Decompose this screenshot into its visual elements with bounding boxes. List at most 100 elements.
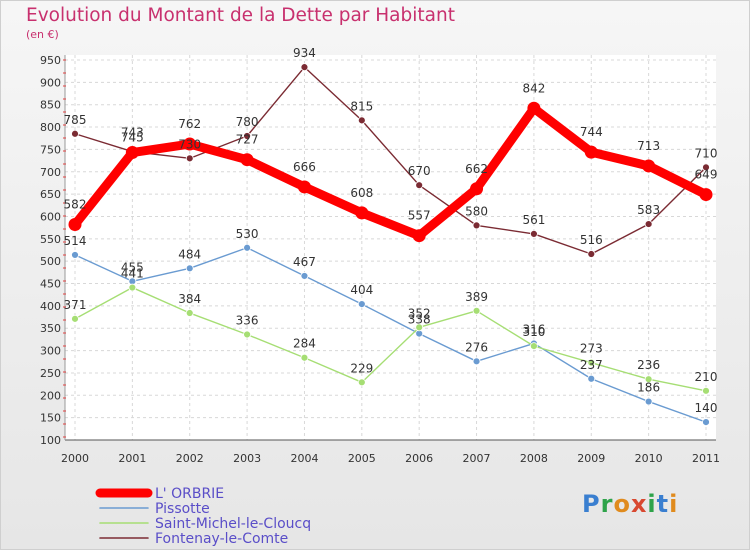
- y-tick-label: 850: [40, 99, 61, 112]
- data-label: 744: [580, 125, 603, 139]
- y-tick-label: 400: [40, 300, 61, 313]
- data-point: [183, 137, 197, 151]
- data-label: 310: [522, 325, 545, 339]
- series-line-0: [70, 103, 711, 241]
- x-tick-label: 2010: [635, 452, 663, 465]
- y-tick-label: 500: [40, 255, 61, 268]
- y-tick-label: 550: [40, 233, 61, 246]
- x-tick-label: 2009: [577, 452, 605, 465]
- data-point: [185, 154, 194, 163]
- chart-title: Evolution du Montant de la Dette par Hab…: [26, 5, 455, 26]
- data-label: 441: [121, 267, 144, 281]
- x-tick-label: 2000: [61, 452, 89, 465]
- data-label: 842: [522, 81, 545, 95]
- data-label: 583: [637, 203, 660, 217]
- data-label: 384: [178, 292, 201, 306]
- data-label: 780: [236, 115, 259, 129]
- legend-label: Saint-Michel-le-Cloucq: [155, 516, 311, 532]
- legend-label: Pissotte: [155, 501, 210, 517]
- data-label: 745: [121, 131, 144, 145]
- data-point: [644, 220, 653, 228]
- data-point: [357, 378, 366, 387]
- y-tick-label: 200: [40, 389, 61, 402]
- y-tick-label: 650: [40, 188, 61, 201]
- data-label: 404: [350, 283, 373, 297]
- data-label: 649: [695, 168, 718, 182]
- data-label: 530: [236, 227, 259, 241]
- y-tick-label: 800: [40, 121, 61, 134]
- data-point: [472, 357, 481, 366]
- data-point: [530, 230, 538, 238]
- data-point: [125, 146, 139, 160]
- data-point: [68, 218, 82, 232]
- data-point: [300, 353, 309, 362]
- data-label: 666: [293, 160, 316, 174]
- data-label: 815: [350, 99, 373, 113]
- data-label: 484: [178, 247, 201, 261]
- data-point: [530, 342, 538, 351]
- data-label: 186: [637, 381, 660, 395]
- series-line-2: [74, 286, 707, 392]
- data-point: [185, 264, 194, 273]
- x-tick-label: 2002: [176, 452, 204, 465]
- y-tick-label: 350: [40, 322, 61, 335]
- data-label: 352: [408, 306, 431, 320]
- data-point: [644, 397, 653, 406]
- data-point: [71, 251, 79, 259]
- y-tick-label: 100: [40, 434, 61, 447]
- y-tick-label: 150: [40, 412, 61, 425]
- y-tick-label: 700: [40, 166, 61, 179]
- data-point: [128, 283, 137, 292]
- data-point: [642, 159, 656, 173]
- data-label: 516: [580, 233, 603, 247]
- data-label: 934: [293, 46, 316, 60]
- data-label: 580: [465, 204, 488, 218]
- data-label: 582: [64, 198, 87, 212]
- data-label: 389: [465, 290, 488, 304]
- data-point: [357, 300, 366, 308]
- chart-subtitle: (en €): [26, 28, 59, 41]
- data-label: 713: [637, 139, 660, 153]
- data-point: [587, 374, 596, 383]
- series-line-3: [74, 66, 707, 255]
- data-label: 710: [695, 146, 718, 160]
- data-point: [243, 132, 251, 140]
- data-label: 229: [350, 361, 373, 375]
- data-point: [71, 314, 79, 323]
- data-point: [527, 101, 541, 115]
- plot-area: [65, 55, 716, 440]
- data-label: 762: [178, 117, 201, 131]
- data-point: [300, 63, 309, 72]
- data-label: 338: [408, 313, 431, 327]
- data-label: 743: [121, 126, 144, 140]
- data-point: [300, 272, 309, 280]
- data-point: [702, 386, 710, 395]
- data-label: 273: [580, 342, 603, 356]
- data-label: 284: [293, 337, 316, 351]
- data-label: 662: [465, 162, 488, 176]
- data-point: [412, 229, 426, 243]
- y-tick-label: 900: [40, 76, 61, 89]
- data-label: 785: [64, 113, 87, 127]
- data-point: [355, 206, 369, 220]
- legend-label: L' ORBRIE: [155, 486, 224, 502]
- data-point: [71, 129, 79, 138]
- data-label: 557: [408, 209, 431, 223]
- y-tick-label: 600: [40, 210, 61, 223]
- data-label: 730: [178, 137, 201, 151]
- data-label: 670: [408, 164, 431, 178]
- data-label: 561: [522, 213, 545, 227]
- data-point: [415, 323, 424, 332]
- x-tick-label: 2008: [520, 452, 548, 465]
- data-point: [470, 182, 484, 196]
- brand-logo: Proxiti: [582, 490, 679, 518]
- data-label: 316: [522, 322, 545, 336]
- data-label: 237: [580, 358, 603, 372]
- data-point: [587, 250, 596, 258]
- data-point: [243, 330, 251, 339]
- data-point: [584, 145, 598, 159]
- x-tick-label: 2004: [290, 452, 318, 465]
- data-point: [357, 116, 366, 125]
- y-tick-label: 750: [40, 143, 61, 156]
